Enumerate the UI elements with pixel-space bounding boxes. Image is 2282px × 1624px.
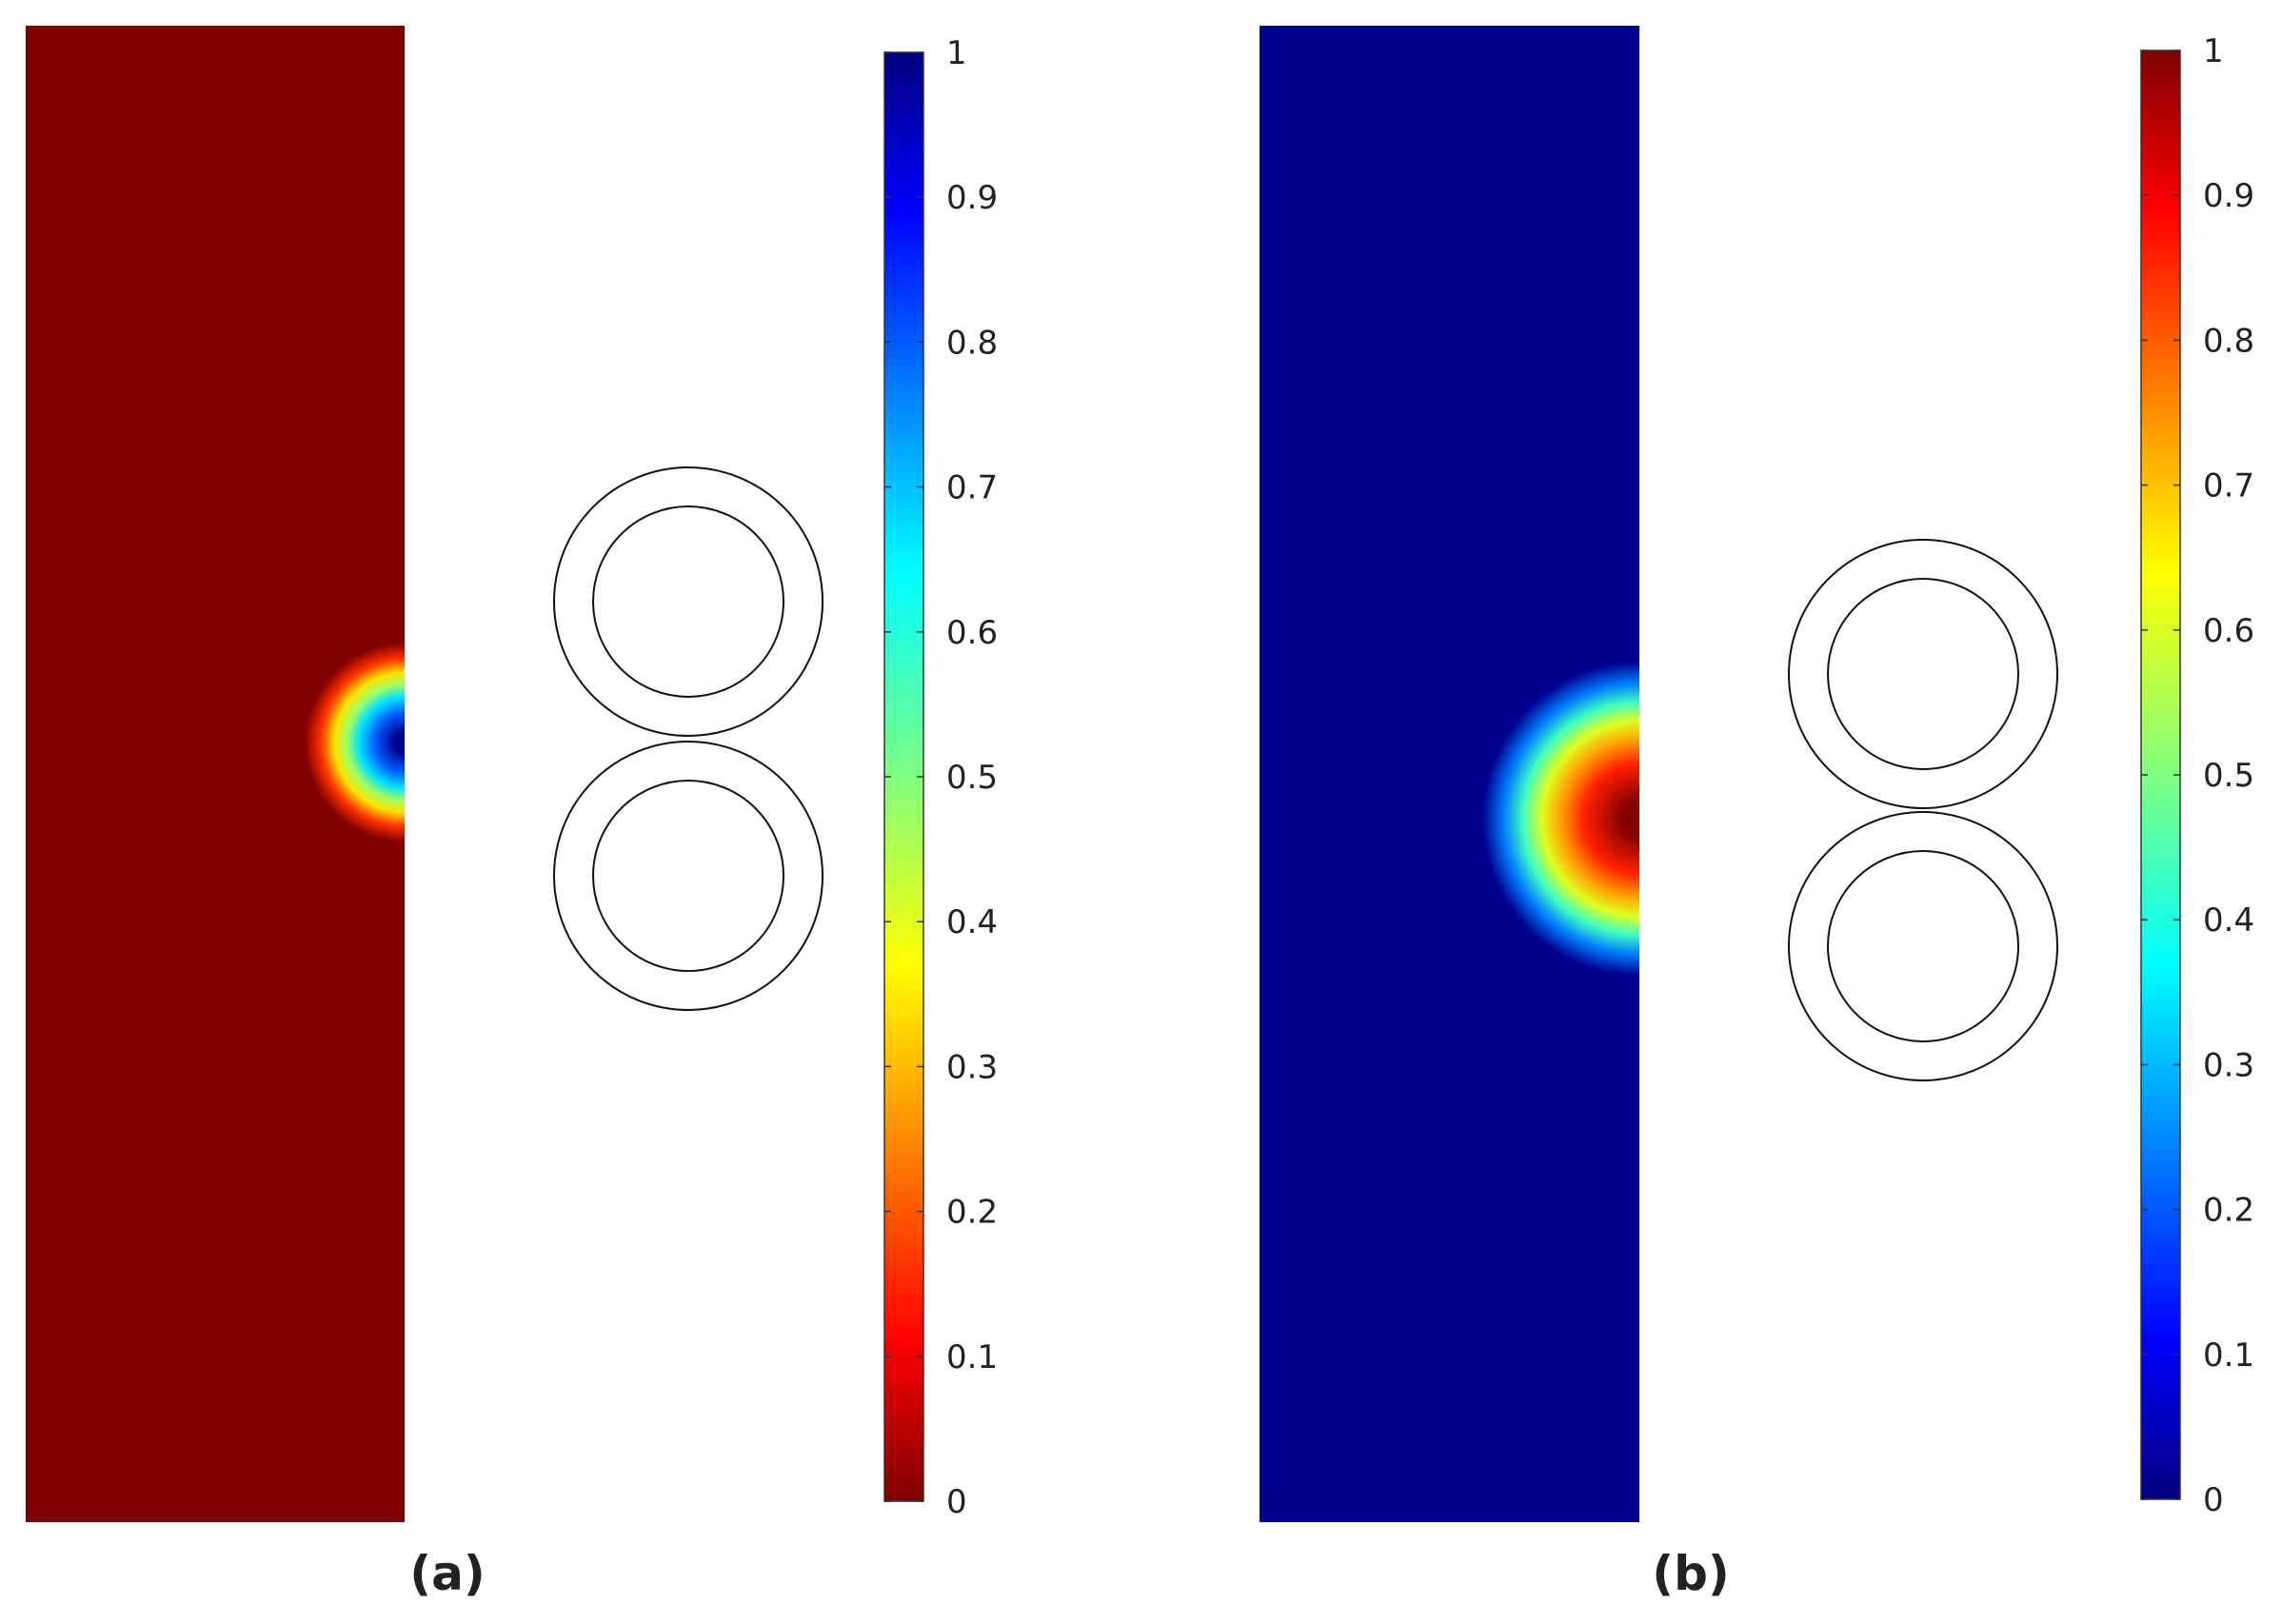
colorbar-a-tick-label: 0.4	[946, 903, 998, 941]
tube-b-upper-outer	[1788, 539, 2058, 809]
tube-a-upper-outer	[553, 466, 824, 737]
colorbar-a-tick-label: 0.2	[946, 1194, 998, 1232]
panel-label-b: (b)	[1652, 1546, 1730, 1601]
tubes-b	[1788, 539, 2058, 1081]
tube-b-lower-inner	[1827, 850, 2019, 1042]
colorbar-a-tick-label: 0.5	[946, 759, 998, 797]
tube-a-upper-inner	[592, 505, 784, 698]
panel-b: 0 0.1 0.2 0.3 0.4 0.5 0.6 0.7 0.8 0.9 1 (b)	[1260, 26, 2254, 1601]
panel-label-a: (a)	[409, 1546, 485, 1601]
colorbar-a-tick-label: 0.8	[946, 324, 998, 362]
colorbar-b-tick-label: 0.6	[2203, 612, 2254, 650]
colorbar-a-tick-label: 0.7	[946, 469, 998, 507]
colorbar-b-tick-label: 0	[2203, 1481, 2224, 1519]
tube-a-lower-outer	[553, 741, 824, 1011]
colorbar-a-tick-label: 0	[946, 1483, 967, 1521]
tube-b-lower-outer	[1788, 811, 2058, 1081]
colorbar-b-tick-label: 0.2	[2203, 1192, 2254, 1230]
colorbar-a-ticks: 0 0.1 0.2 0.3 0.4 0.5 0.6 0.7 0.8 0.9 1	[884, 34, 998, 1521]
colorbar-b-tick-label: 1	[2203, 32, 2224, 70]
colorbar-b-tick-label: 0.1	[2203, 1337, 2254, 1375]
domain-b-hotspot	[1482, 643, 1639, 995]
colorbar-a-tick-label: 1	[946, 34, 967, 72]
colorbar-b-ticks: 0 0.1 0.2 0.3 0.4 0.5 0.6 0.7 0.8 0.9 1	[2141, 32, 2254, 1519]
colorbar-b-tick-label: 0.4	[2203, 901, 2254, 940]
domain-a-hotspot	[305, 643, 405, 842]
tube-b-upper-inner	[1827, 578, 2019, 770]
colorbar-b-tick-label: 0.8	[2203, 322, 2254, 360]
colorbar-b-tick-label: 0.5	[2203, 757, 2254, 795]
colorbar-b-tick-label: 0.7	[2203, 467, 2254, 505]
colorbar-a-tick-label: 0.6	[946, 614, 998, 652]
colorbar-b-tick-label: 0.9	[2203, 177, 2254, 215]
tube-a-lower-inner	[592, 780, 784, 972]
colorbar-a-tick-label: 0.1	[946, 1338, 998, 1376]
colorbar-a-tick-label: 0.3	[946, 1048, 998, 1086]
tubes-a	[553, 466, 824, 1011]
colorbar-a-tick-label: 0.9	[946, 179, 998, 217]
panel-a: 0 0.1 0.2 0.3 0.4 0.5 0.6 0.7 0.8 0.9 1 (a)	[26, 26, 998, 1601]
colorbar-b-tick-label: 0.3	[2203, 1046, 2254, 1084]
